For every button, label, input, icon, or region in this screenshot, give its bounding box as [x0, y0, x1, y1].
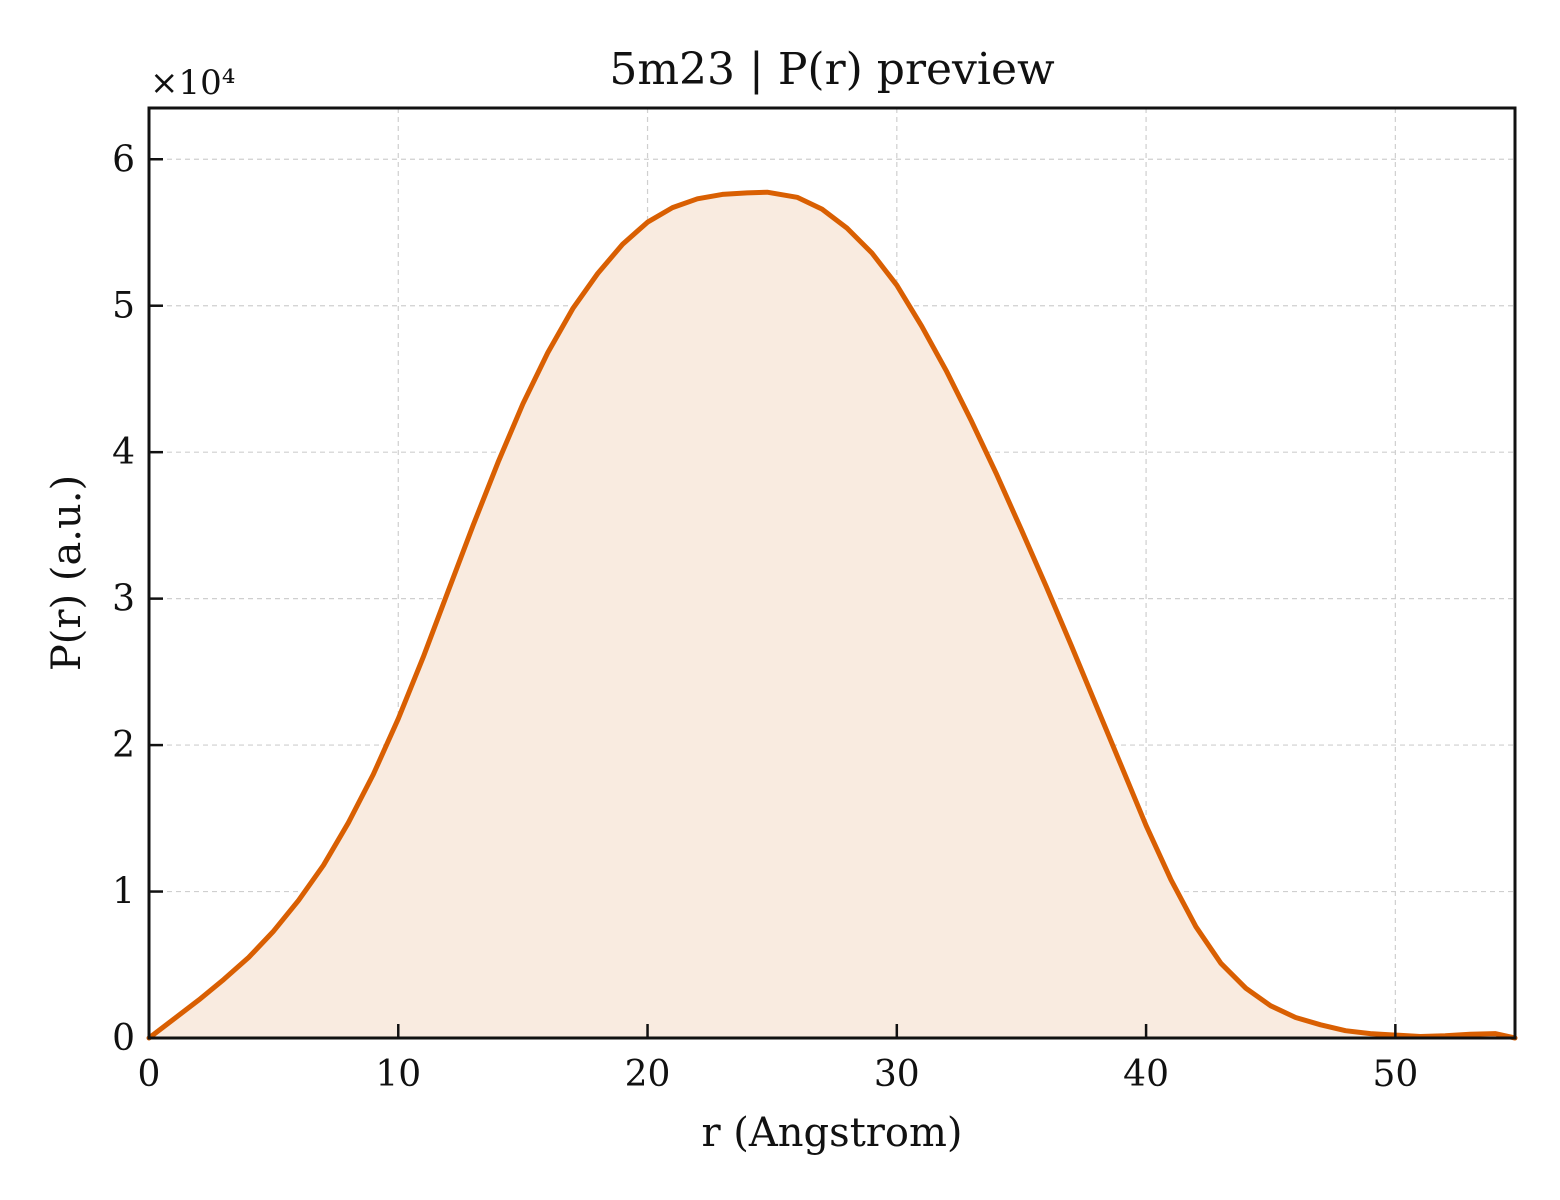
y-tick-label: 2 — [112, 725, 135, 766]
x-tick-label: 0 — [138, 1054, 161, 1095]
y-axis-ticks: 0 1 2 3 4 5 6 — [112, 139, 163, 1059]
plot-frame — [147, 106, 1517, 1040]
y-tick-label: 3 — [112, 579, 135, 620]
y-scale-multiplier: ×10⁴ — [150, 63, 235, 103]
y-tick-label: 5 — [112, 286, 135, 327]
x-tick-label: 10 — [375, 1054, 421, 1095]
y-tick-label: 6 — [112, 139, 135, 180]
x-axis-ticks: 0 10 20 30 40 50 — [138, 1024, 1418, 1095]
y-axis-label: P(r) (a.u.) — [44, 475, 90, 671]
y-tick-label: 0 — [112, 1018, 135, 1059]
y-tick-label: 1 — [112, 872, 135, 913]
x-tick-label: 20 — [625, 1054, 671, 1095]
x-tick-label: 50 — [1372, 1054, 1418, 1095]
pr-area-fill — [149, 192, 1515, 1038]
y-tick-label: 4 — [112, 432, 135, 473]
chart-title: 5m23 | P(r) preview — [609, 44, 1055, 95]
x-tick-label: 40 — [1123, 1054, 1169, 1095]
x-tick-label: 30 — [874, 1054, 920, 1095]
pr-curve-line — [146, 189, 1518, 1041]
x-axis-label: r (Angstrom) — [701, 1110, 962, 1156]
